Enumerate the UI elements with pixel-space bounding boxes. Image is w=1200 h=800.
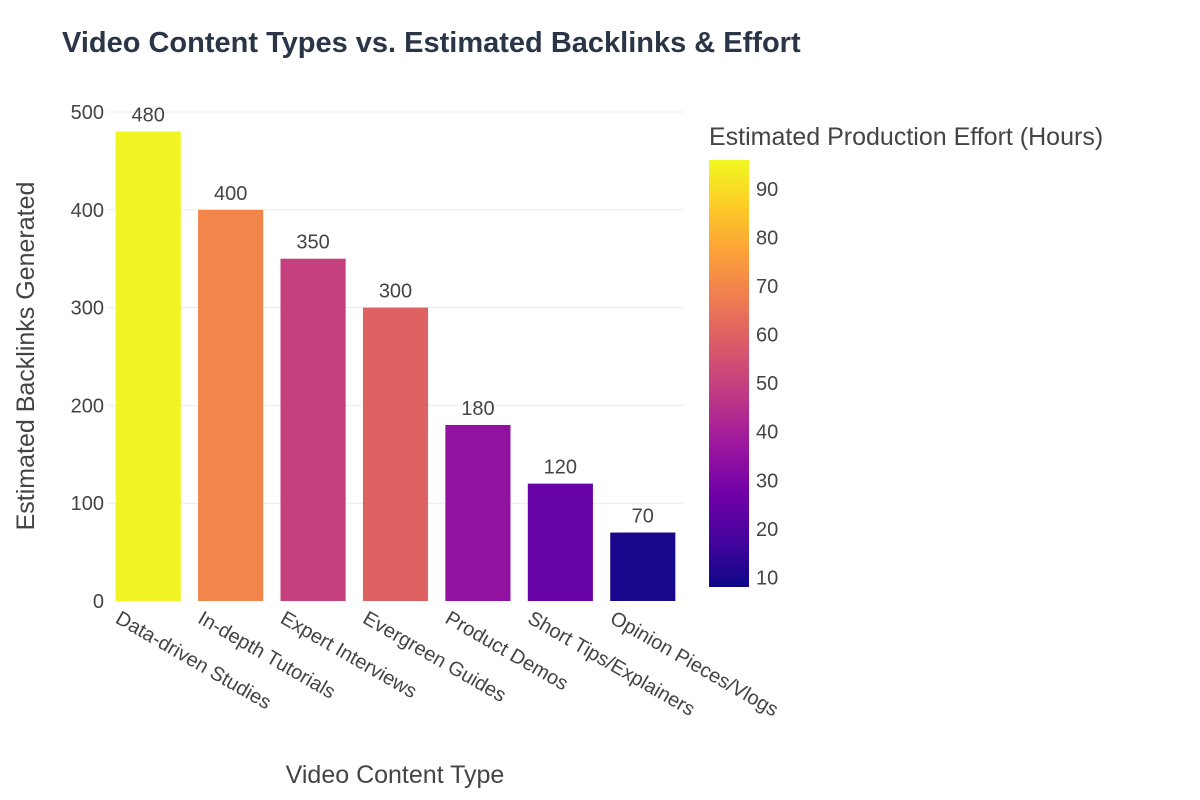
y-axis-ticks: 0 100 200 300 400 500 bbox=[71, 102, 104, 613]
y-tick-label: 500 bbox=[71, 102, 104, 124]
bar-data-label: 400 bbox=[214, 183, 247, 205]
bar-data-label: 300 bbox=[379, 281, 412, 303]
colorbar-gradient bbox=[709, 160, 749, 587]
colorbar-tick-label: 70 bbox=[756, 276, 778, 298]
colorbar-tick-label: 80 bbox=[756, 228, 778, 250]
x-tick-label: Evergreen Guides bbox=[359, 607, 510, 707]
colorbar-title: Estimated Production Effort (Hours) bbox=[709, 123, 1103, 151]
y-tick-label: 0 bbox=[93, 591, 104, 613]
bar bbox=[362, 307, 429, 601]
colorbar-tick-label: 90 bbox=[756, 179, 778, 201]
colorbar-tick-label: 30 bbox=[756, 470, 778, 492]
bar bbox=[445, 424, 511, 601]
bar bbox=[280, 258, 346, 601]
colorbar-tick-label: 60 bbox=[756, 325, 778, 347]
x-axis-title: Video Content Type bbox=[286, 761, 505, 789]
y-tick-label: 400 bbox=[71, 200, 104, 222]
bar bbox=[198, 209, 264, 602]
bar bbox=[115, 131, 181, 601]
y-tick-label: 300 bbox=[71, 298, 104, 320]
bar bbox=[610, 532, 676, 601]
colorbar: Estimated Production Effort (Hours) 10 20… bbox=[709, 123, 1103, 589]
bars bbox=[115, 131, 676, 602]
data-labels: 480 400 350 300 180 120 70 bbox=[132, 105, 654, 528]
y-tick-label: 100 bbox=[71, 493, 104, 515]
bar-data-label: 480 bbox=[132, 105, 165, 127]
y-tick-label: 200 bbox=[71, 395, 104, 417]
bar-data-label: 180 bbox=[461, 398, 494, 420]
y-axis-title: Estimated Backlinks Generated bbox=[12, 182, 40, 531]
bar-data-label: 120 bbox=[544, 457, 577, 479]
x-tick-label: Expert Interviews bbox=[277, 607, 421, 703]
x-tick-label: In-depth Tutorials bbox=[194, 607, 339, 703]
colorbar-tick-label: 50 bbox=[756, 373, 778, 395]
colorbar-ticks: 10 20 30 40 50 60 70 80 90 bbox=[756, 179, 778, 589]
colorbar-tick-label: 10 bbox=[756, 567, 778, 589]
bar-data-label: 70 bbox=[632, 506, 654, 528]
chart-title: Video Content Types vs. Estimated Backli… bbox=[62, 27, 801, 59]
colorbar-tick-label: 40 bbox=[756, 422, 778, 444]
x-tick-label: Data-driven Studies bbox=[112, 607, 275, 714]
colorbar-tick-label: 20 bbox=[756, 519, 778, 541]
bar bbox=[527, 483, 593, 601]
bar-data-label: 350 bbox=[296, 232, 329, 254]
